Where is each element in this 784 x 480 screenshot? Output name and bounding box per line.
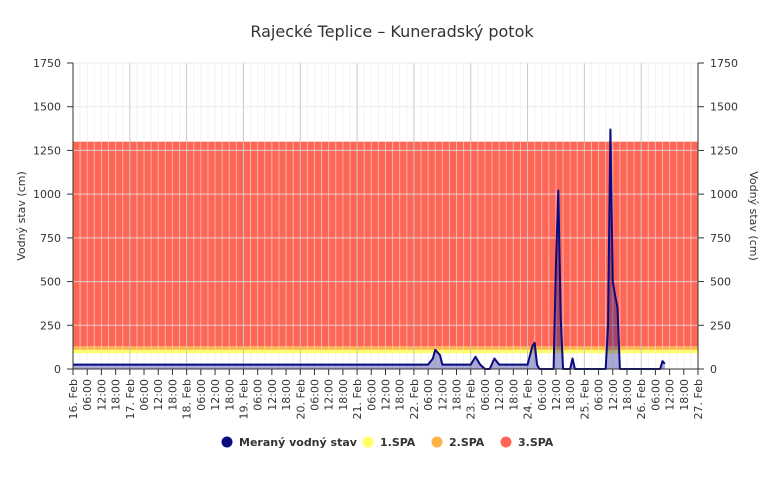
x-tick-label: 06:00 <box>479 379 492 411</box>
x-tick-label: 17. Feb <box>124 379 137 419</box>
x-tick-label: 24. Feb <box>522 379 535 419</box>
y-axis-title-left: Vodný stav (cm) <box>15 171 28 261</box>
x-tick-label: 18:00 <box>507 379 520 411</box>
x-tick-label: 12:00 <box>95 379 108 411</box>
y-tick-label-left: 500 <box>40 276 61 289</box>
legend-marker <box>221 436 233 448</box>
axes: 0 0 250 250 500 500 750 750 1000 1000 1250 1250 1500… <box>33 57 738 419</box>
legend-item[interactable]: Meraný vodný stav <box>221 436 358 449</box>
y-tick-label-left: 1500 <box>33 101 61 114</box>
x-tick-label: 18:00 <box>394 379 407 411</box>
x-tick-label: 06:00 <box>422 379 435 411</box>
y-axis-title-right: Vodný stav (cm) <box>747 171 760 261</box>
x-tick-label: 06:00 <box>649 379 662 411</box>
legend[interactable]: Meraný vodný stav 1.SPA 2.SPA 3.SPA <box>221 436 554 449</box>
x-tick-label: 20. Feb <box>294 379 307 419</box>
x-tick-label: 21. Feb <box>351 379 364 419</box>
y-tick-label-right: 0 <box>710 363 717 376</box>
x-tick-label: 25. Feb <box>578 379 591 419</box>
x-tick-label: 18:00 <box>280 379 293 411</box>
x-tick-label: 18:00 <box>223 379 236 411</box>
x-tick-label: 06:00 <box>138 379 151 411</box>
y-tick-label-right: 1750 <box>710 57 738 70</box>
x-tick-label: 06:00 <box>536 379 549 411</box>
legend-marker <box>431 436 443 448</box>
x-tick-label: 16. Feb <box>67 379 80 419</box>
y-tick-label-right: 250 <box>710 319 731 332</box>
x-tick-label: 18:00 <box>621 379 634 411</box>
x-tick-label: 27. Feb <box>692 379 705 419</box>
x-tick-label: 12:00 <box>607 379 620 411</box>
legend-item[interactable]: 2.SPA <box>431 436 485 449</box>
x-tick-label: 18:00 <box>166 379 179 411</box>
y-tick-label-right: 750 <box>710 232 731 245</box>
x-tick-label: 12:00 <box>664 379 677 411</box>
y-tick-label-left: 1750 <box>33 57 61 70</box>
x-tick-label: 12:00 <box>323 379 336 411</box>
y-tick-label-left: 750 <box>40 232 61 245</box>
chart-title: Rajecké Teplice – Kuneradský potok <box>250 22 534 41</box>
x-tick-label: 19. Feb <box>237 379 250 419</box>
x-tick-label: 22. Feb <box>408 379 421 419</box>
x-tick-label: 23. Feb <box>465 379 478 419</box>
y-tick-label-left: 1250 <box>33 144 61 157</box>
x-tick-label: 06:00 <box>593 379 606 411</box>
x-tick-label: 06:00 <box>252 379 265 411</box>
x-tick-label: 06:00 <box>81 379 94 411</box>
x-tick-label: 18:00 <box>564 379 577 411</box>
x-tick-label: 18:00 <box>110 379 123 411</box>
x-tick-label: 06:00 <box>195 379 208 411</box>
legend-item[interactable]: 3.SPA <box>500 436 554 449</box>
legend-label: 1.SPA <box>380 436 416 449</box>
x-tick-label: 18. Feb <box>181 379 194 419</box>
x-tick-label: 18:00 <box>678 379 691 411</box>
x-tick-label: 12:00 <box>209 379 222 411</box>
x-tick-label: 12:00 <box>550 379 563 411</box>
grid <box>72 62 699 370</box>
y-tick-label-right: 1500 <box>710 101 738 114</box>
legend-marker <box>362 436 374 448</box>
x-tick-label: 12:00 <box>493 379 506 411</box>
x-tick-label: 12:00 <box>266 379 279 411</box>
x-tick-label: 12:00 <box>380 379 393 411</box>
legend-label: 2.SPA <box>449 436 485 449</box>
legend-marker <box>500 436 512 448</box>
x-tick-label: 12:00 <box>436 379 449 411</box>
x-tick-label: 18:00 <box>337 379 350 411</box>
legend-item[interactable]: 1.SPA <box>362 436 416 449</box>
y-tick-label-right: 1250 <box>710 144 738 157</box>
y-tick-label-left: 0 <box>54 363 61 376</box>
x-tick-label: 06:00 <box>365 379 378 411</box>
y-tick-label-right: 500 <box>710 276 731 289</box>
legend-label: 3.SPA <box>518 436 554 449</box>
x-tick-label: 06:00 <box>308 379 321 411</box>
legend-label: Meraný vodný stav <box>239 436 358 449</box>
x-tick-label: 12:00 <box>152 379 165 411</box>
x-tick-label: 18:00 <box>451 379 464 411</box>
y-tick-label-left: 1000 <box>33 188 61 201</box>
y-tick-label-right: 1000 <box>710 188 738 201</box>
x-tick-label: 26. Feb <box>635 379 648 419</box>
y-tick-label-left: 250 <box>40 319 61 332</box>
